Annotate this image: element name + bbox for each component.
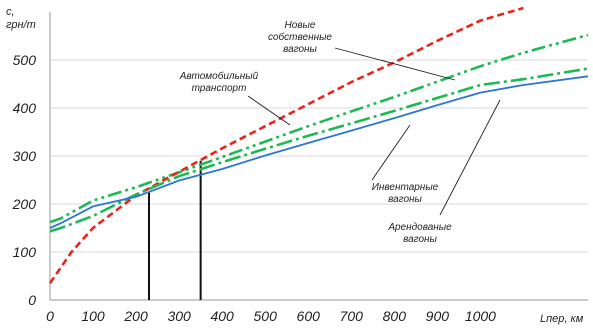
y-tick-300: 300 — [13, 148, 37, 164]
x-tick-labels: 0 100 200 300 400 500 600 700 800 900 1000 — [46, 308, 496, 324]
annotation-2-line-1: Автомобильный — [179, 70, 259, 82]
series-line-1 — [49, 33, 589, 224]
x-tick-1000: 1000 — [465, 308, 496, 324]
y-tick-500: 500 — [13, 52, 37, 68]
annotation-leader-3 — [371, 124, 411, 181]
x-tick-900: 900 — [426, 308, 450, 324]
annotation-2: Автомобильный транспорт — [179, 70, 259, 94]
series-line-3 — [49, 67, 589, 233]
annotation-1-line-1: Новые — [285, 20, 316, 31]
annotation-3: Инвентарные вагоны — [372, 182, 439, 205]
x-tick-200: 200 — [123, 308, 148, 324]
threshold-markers — [147, 160, 202, 300]
annotation-1-line-3: вагоны — [283, 44, 317, 55]
x-axis-label: Lпер, км — [540, 313, 584, 325]
annotation-leader-4 — [439, 99, 501, 216]
x-tick-0: 0 — [46, 308, 54, 324]
series-line-4 — [49, 75, 589, 229]
x-tick-800: 800 — [383, 308, 407, 324]
y-axis-label-line2: грн/т — [6, 19, 36, 31]
y-tick-labels: 0 100 200 300 400 500 — [12, 52, 37, 308]
annotation-2-line-2: транспорт — [192, 83, 247, 94]
grid — [50, 59, 588, 253]
x-tick-500: 500 — [254, 308, 278, 324]
x-tick-400: 400 — [210, 308, 234, 324]
annotation-3-line-2: вагоны — [388, 194, 422, 205]
axes — [49, 12, 588, 301]
series-line-2 — [48, 6, 524, 284]
annotation-1: Новые собственные вагоны — [268, 20, 332, 55]
annotation-4: Арендованые вагоны — [387, 222, 452, 245]
y-axis-label-line1: c, — [6, 6, 15, 18]
x-tick-700: 700 — [340, 308, 364, 324]
annotation-4-line-2: вагоны — [403, 234, 437, 245]
x-tick-100: 100 — [81, 308, 105, 324]
y-tick-200: 200 — [12, 196, 37, 212]
x-tick-600: 600 — [297, 308, 321, 324]
annotation-leader-2 — [247, 95, 291, 126]
series-lines — [48, 6, 589, 284]
y-tick-400: 400 — [13, 100, 37, 116]
annotation-4-line-1: Арендованые — [387, 222, 452, 233]
y-tick-100: 100 — [13, 244, 37, 260]
annotation-leader-1 — [334, 47, 456, 81]
y-tick-0: 0 — [28, 292, 36, 308]
annotation-1-line-2: собственные — [268, 31, 332, 43]
annotation-3-line-1: Инвентарные — [372, 182, 439, 193]
x-tick-300: 300 — [167, 308, 191, 324]
annotation-leaders — [247, 47, 501, 216]
